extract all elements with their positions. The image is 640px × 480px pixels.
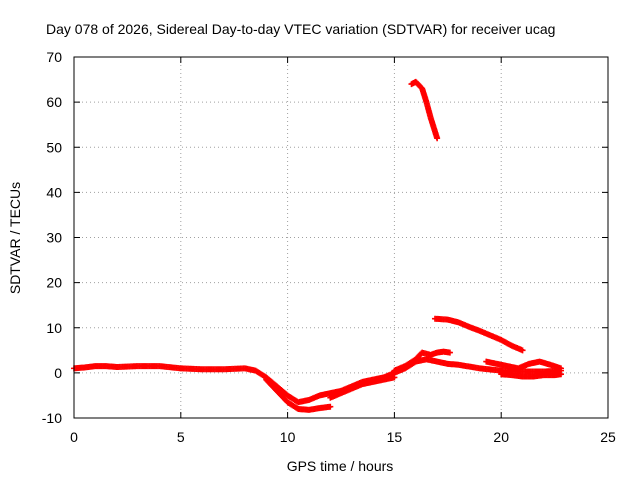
- series-rise-branch: [391, 348, 453, 374]
- x-tick-label: 5: [177, 429, 185, 445]
- data-point: [558, 371, 565, 378]
- data-point: [446, 349, 453, 356]
- y-tick-label: 60: [46, 94, 62, 110]
- x-tick-label: 15: [387, 429, 403, 445]
- grid: [74, 57, 608, 418]
- data-point: [391, 374, 398, 381]
- y-tick-label: 40: [46, 184, 62, 200]
- x-tick-label: 0: [70, 429, 78, 445]
- x-tick-label: 25: [600, 429, 616, 445]
- x-axis-label: GPS time / hours: [287, 458, 394, 474]
- x-tick-label: 10: [280, 429, 296, 445]
- y-tick-label: 50: [46, 139, 62, 155]
- y-tick-label: 70: [46, 49, 62, 65]
- data-points: [71, 78, 565, 413]
- data-point: [327, 403, 334, 410]
- data-point: [519, 347, 526, 354]
- y-tick-label: 0: [54, 365, 62, 381]
- y-axis-label: SDTVAR / TECUs: [7, 182, 23, 294]
- series-tail-segment: [498, 371, 565, 380]
- chart-title: Day 078 of 2026, Sidereal Day-to-day VTE…: [46, 21, 555, 37]
- y-tick-label: 20: [46, 275, 62, 291]
- y-tick-label: -10: [42, 410, 62, 426]
- series-lower-branch: [263, 376, 334, 413]
- series-late-segment: [483, 358, 565, 372]
- x-tick-label: 20: [493, 429, 509, 445]
- series-baseline: [71, 356, 565, 406]
- series-descending-segment: [431, 315, 526, 354]
- y-tick-label: 30: [46, 230, 62, 246]
- series-upper-segment: [408, 78, 441, 142]
- data-point: [558, 365, 565, 372]
- y-tick-label: 10: [46, 320, 62, 336]
- plot-frame: [73, 56, 609, 419]
- series-mid-branch: [327, 374, 398, 401]
- data-point: [434, 135, 441, 142]
